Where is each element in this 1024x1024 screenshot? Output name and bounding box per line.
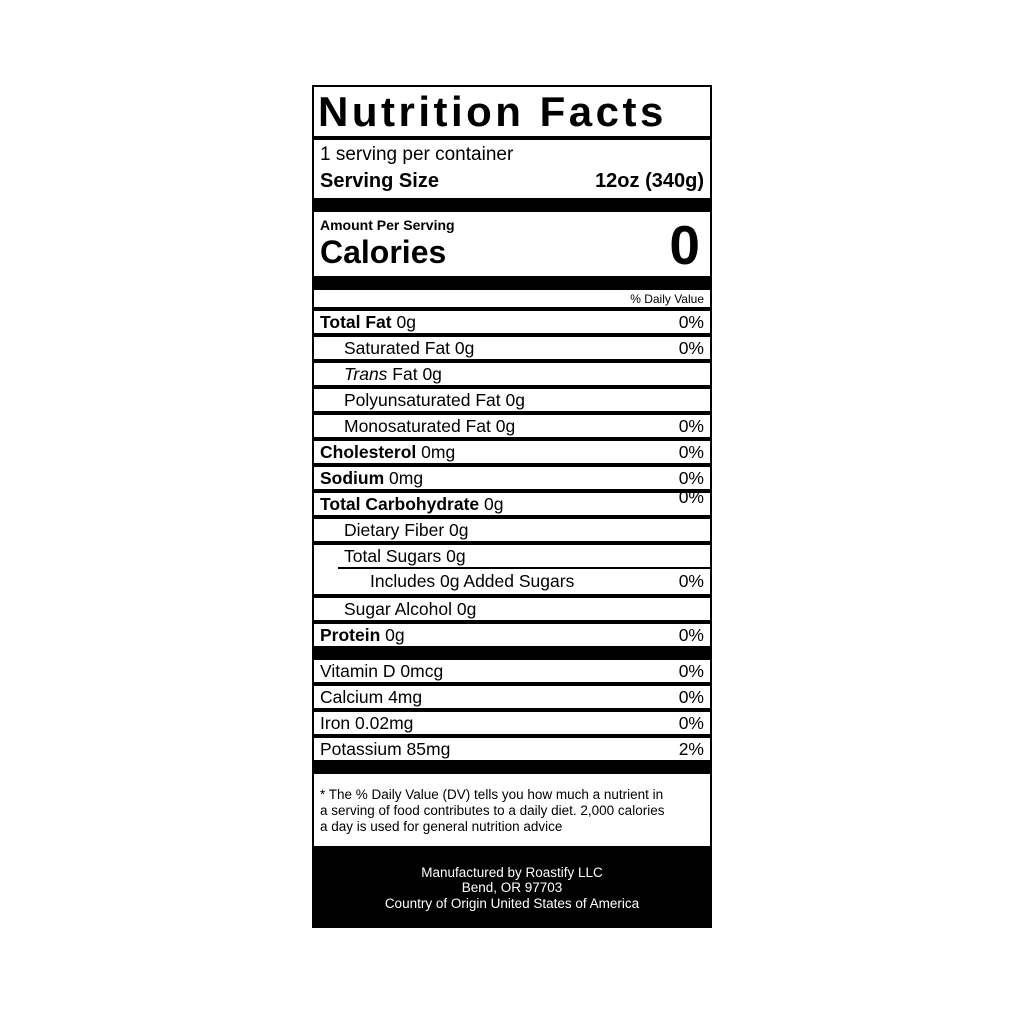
nutrient-row: Total Carbohydrate 0g 0% <box>312 487 712 517</box>
daily-value-percent: 0% <box>678 686 704 707</box>
nutrient-name: Total Sugars 0g <box>344 545 466 566</box>
daily-value-percent: 0% <box>678 441 704 462</box>
nutrient-name: Sugar Alcohol 0g <box>344 598 477 619</box>
servings-per-container: 1 serving per container <box>320 144 514 165</box>
nutrient-row: Sugar Alcohol 0g <box>312 596 712 622</box>
separator-bar <box>312 278 712 288</box>
footer-line: Manufactured by Roastify LLC <box>421 864 603 880</box>
separator-bar <box>312 648 712 658</box>
nutrient-rows: Total Fat 0g 0% Saturated Fat 0g 0% Trans Fa… <box>312 309 712 648</box>
footer-line: Country of Origin United States of Ameri… <box>384 895 640 911</box>
nutrient-row: Polyunsaturated Fat 0g <box>312 387 712 413</box>
nutrient-row: Trans Fat 0g <box>312 361 712 387</box>
daily-value-percent: 2% <box>678 738 704 759</box>
vitamin-rows: Vitamin D 0mcg 0% Calcium 4mg 0% Iron 0.02mg… <box>312 658 712 762</box>
nutrient-name: Dietary Fiber 0g <box>344 519 469 540</box>
nutrient-name: Cholesterol 0mg <box>320 441 456 462</box>
serving-section: 1 serving per container Serving Size 12o… <box>312 138 712 200</box>
nutrient-row: Dietary Fiber 0g <box>312 517 712 543</box>
daily-value-percent: 0% <box>678 311 704 332</box>
serving-size-value: 12oz (340g) <box>595 169 704 192</box>
calories-label: Calories <box>320 233 447 270</box>
nutrient-row: Total Fat 0g 0% <box>312 309 712 335</box>
daily-value-percent: 0% <box>678 486 704 507</box>
calories-section: Amount Per Serving Calories 0 <box>312 210 712 278</box>
nutrient-row: Saturated Fat 0g 0% <box>312 335 712 361</box>
sub-row-divider <box>338 567 710 569</box>
nutrient-name: Potassium 85mg <box>320 738 451 759</box>
daily-value-percent: 0% <box>678 337 704 358</box>
nutrient-row: Potassium 85mg 2% <box>312 736 712 762</box>
nutrient-row: Cholesterol 0mg 0% <box>312 439 712 465</box>
nutrient-row: Total Sugars 0g <box>312 543 712 567</box>
manufacturer-footer: Manufactured by Roastify LLC Bend, OR 97… <box>312 848 712 928</box>
daily-value-percent: 0% <box>678 712 704 733</box>
nutrient-row: Vitamin D 0mcg 0% <box>312 658 712 684</box>
nutrient-row: Calcium 4mg 0% <box>312 684 712 710</box>
nutrient-name: Polyunsaturated Fat 0g <box>344 389 525 410</box>
daily-value-percent: 0% <box>678 624 704 645</box>
nutrient-row: Includes 0g Added Sugars 0% <box>312 567 712 596</box>
daily-value-header: % Daily Value <box>630 291 704 306</box>
nutrient-row: Monosaturated Fat 0g 0% <box>312 413 712 439</box>
serving-size-label: Serving Size <box>320 169 439 192</box>
footnote-line: a serving of food contributes to a daily… <box>320 803 665 818</box>
daily-value-header-box: % Daily Value <box>312 288 712 309</box>
nutrient-name: Includes 0g Added Sugars <box>370 571 575 591</box>
label-title-box: Nutrition Facts <box>312 85 712 138</box>
footnote-line: a day is used for general nutrition advi… <box>320 819 563 834</box>
amount-per-serving-label: Amount Per Serving <box>320 217 455 233</box>
nutrient-name: Trans Fat 0g <box>344 363 442 384</box>
nutrient-name: Calcium 4mg <box>320 686 423 707</box>
calories-left: Amount Per Serving Calories <box>320 217 455 274</box>
nutrient-name: Saturated Fat 0g <box>344 337 475 358</box>
nutrient-name: Monosaturated Fat 0g <box>344 415 516 436</box>
nutrient-row: Iron 0.02mg 0% <box>312 710 712 736</box>
nutrition-label: Nutrition Facts 1 serving per container … <box>312 85 712 928</box>
nutrient-name: Protein 0g <box>320 624 405 645</box>
nutrient-name: Sodium 0mg <box>320 467 424 488</box>
footnote-section: * The % Daily Value (DV) tells you how m… <box>312 772 712 848</box>
nutrient-name: Total Fat 0g <box>320 311 416 332</box>
daily-value-percent: 0% <box>678 467 704 488</box>
footnote-line: * The % Daily Value (DV) tells you how m… <box>320 787 664 802</box>
label-title: Nutrition Facts <box>318 87 667 135</box>
nutrient-name: Vitamin D 0mcg <box>320 660 444 681</box>
calories-value: 0 <box>669 214 700 276</box>
nutrient-name: Total Carbohydrate 0g <box>320 493 504 514</box>
separator-bar <box>312 200 712 210</box>
daily-value-percent: 0% <box>678 415 704 436</box>
nutrient-name: Iron 0.02mg <box>320 712 414 733</box>
daily-value-percent: 0% <box>678 660 704 681</box>
nutrient-row: Protein 0g 0% <box>312 622 712 648</box>
footer-line: Bend, OR 97703 <box>461 880 563 896</box>
nutrient-row: Sodium 0mg 0% <box>312 465 712 491</box>
separator-bar <box>312 762 712 772</box>
serving-size-line: Serving Size 12oz (340g) <box>320 170 704 193</box>
daily-value-percent: 0% <box>678 571 704 591</box>
